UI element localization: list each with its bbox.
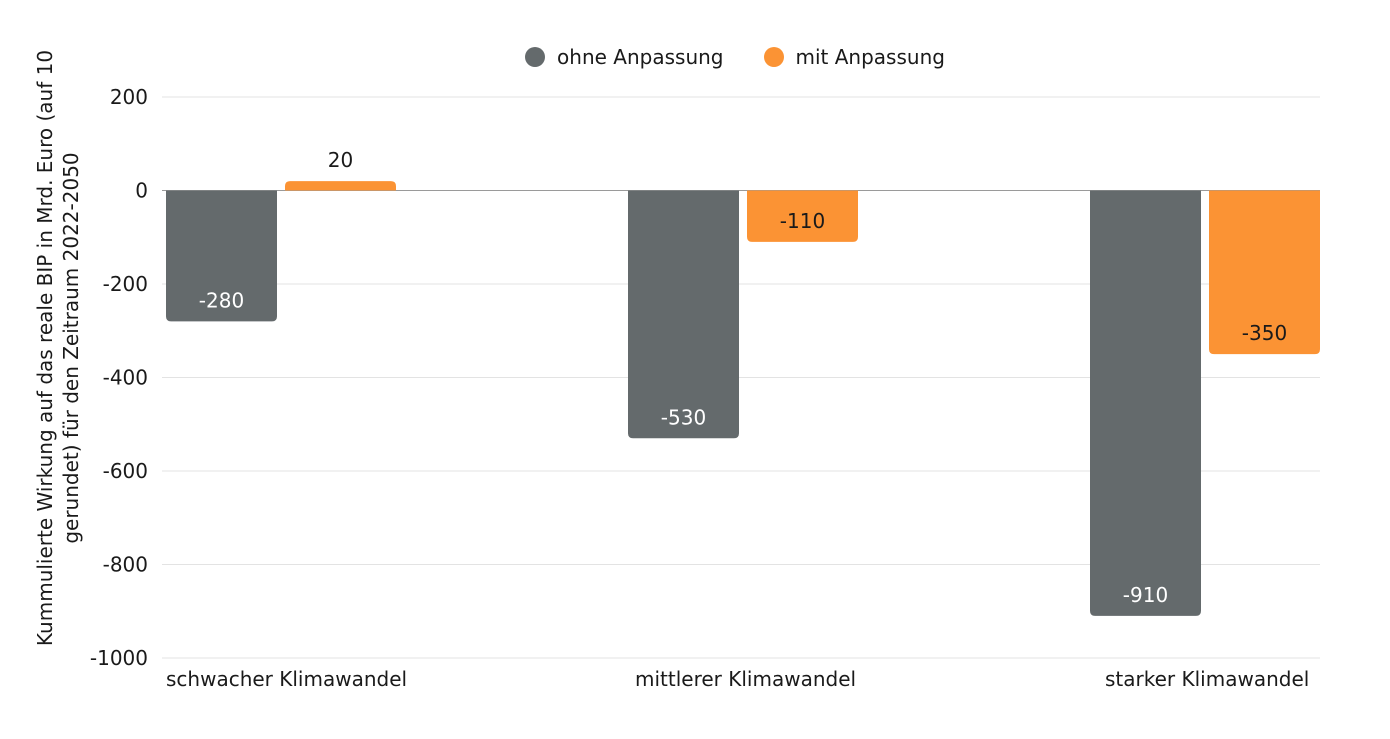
bar-mit-2 (1209, 190, 1320, 355)
data-label: -530 (661, 405, 706, 429)
x-category-label: starker Klimawandel (1105, 667, 1309, 691)
y-tick-label: -1000 (90, 646, 148, 670)
chart-legend: ohne Anpassung mit Anpassung (0, 42, 1390, 72)
data-label: -280 (199, 288, 244, 312)
bar-ohne-0 (166, 190, 277, 322)
legend-label-ohne-anpassung: ohne Anpassung (557, 45, 724, 69)
bar-mit-1 (747, 190, 858, 242)
data-label: -350 (1242, 321, 1287, 345)
legend-item-ohne-anpassung[interactable]: ohne Anpassung (525, 45, 724, 69)
y-tick-label: -200 (103, 272, 148, 296)
bar-ohne-2 (1090, 190, 1201, 616)
data-label: -110 (780, 209, 825, 233)
legend-swatch-mit-anpassung (763, 47, 784, 67)
legend-swatch-ohne-anpassung (525, 47, 546, 67)
data-label: 20 (328, 148, 353, 172)
y-tick-label: 200 (110, 85, 148, 109)
y-tick-label: -600 (103, 459, 148, 483)
y-tick-label: -400 (103, 366, 148, 390)
legend-item-mit-anpassung[interactable]: mit Anpassung (763, 45, 945, 69)
data-label: -910 (1123, 583, 1168, 607)
x-category-label: mittlerer Klimawandel (635, 667, 856, 691)
y-tick-label: -800 (103, 553, 148, 577)
legend-label-mit-anpassung: mit Anpassung (795, 45, 945, 69)
bar-ohne-1 (628, 190, 739, 439)
x-category-label: schwacher Klimawandel (166, 667, 407, 691)
y-tick-label: 0 (135, 179, 148, 203)
bar-mit-0 (285, 181, 396, 191)
